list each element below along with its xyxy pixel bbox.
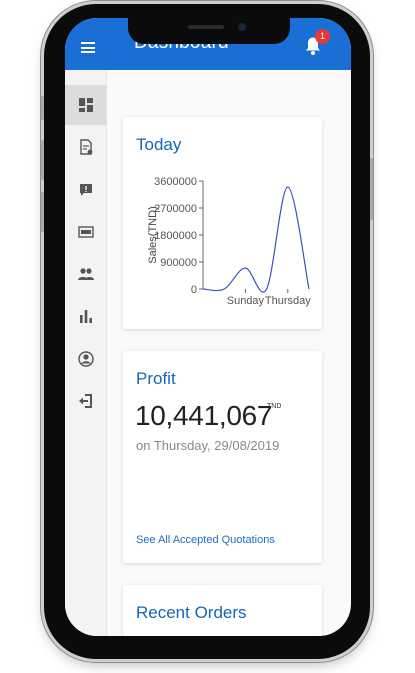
recent-orders-title: Recent Orders	[136, 603, 247, 622]
y-tick-label: 1800000	[154, 230, 197, 242]
phone-side-button	[41, 96, 44, 120]
see-all-accepted-quotations-link[interactable]: See All Accepted Quotations	[136, 534, 275, 546]
sold-icon	[77, 226, 94, 238]
phone-volume-down-button	[41, 192, 44, 232]
x-tick-label: Thursday	[265, 295, 311, 307]
account-icon	[77, 351, 94, 367]
notification-badge: 1	[315, 29, 330, 44]
sidebar	[65, 70, 107, 636]
menu-icon[interactable]	[81, 42, 95, 53]
profit-value: 10,441,067	[135, 400, 273, 431]
today-card: Today 0 900000 1800000 2700000 3600000 Sales(…	[123, 117, 322, 329]
bar-chart-icon	[79, 310, 92, 323]
today-card-title: Today	[136, 135, 182, 154]
dashboard-icon	[78, 98, 93, 112]
phone-notch	[128, 18, 290, 44]
profit-card: Profit 10,441,067 TND on Thursday, 29/08…	[123, 351, 322, 563]
sidebar-item-dashboard[interactable]	[65, 85, 106, 125]
x-tick-label: Sunday	[227, 295, 265, 307]
profit-currency: TND	[267, 403, 282, 410]
phone-speaker	[188, 25, 224, 29]
profit-date: on Thursday, 29/08/2019	[136, 438, 280, 453]
quotation-icon	[79, 139, 92, 155]
phone-volume-up-button	[41, 140, 44, 180]
y-tick-label: 3600000	[154, 176, 197, 188]
sidebar-item-statistics[interactable]	[65, 296, 106, 336]
y-axis-label: Sales(TND)	[147, 206, 159, 263]
feedback-icon	[79, 184, 92, 196]
phone-camera	[238, 23, 246, 31]
y-tick-label: 0	[191, 284, 197, 296]
profit-card-title: Profit	[136, 369, 176, 388]
phone-power-button	[370, 158, 373, 220]
y-tick-label: 900000	[160, 257, 197, 269]
sidebar-item-sold[interactable]	[65, 212, 106, 252]
y-tick-label: 2700000	[154, 203, 197, 215]
sidebar-item-quotations[interactable]	[65, 127, 106, 167]
sales-line-chart: 0 900000 1800000 2700000 3600000 Sales(TND) Su…	[147, 176, 311, 307]
sidebar-item-logout[interactable]	[65, 381, 106, 421]
logout-icon	[78, 394, 92, 408]
sidebar-item-feedback[interactable]	[65, 170, 106, 210]
app-screen: Dashboard 1	[65, 18, 351, 636]
sidebar-item-account[interactable]	[65, 339, 106, 379]
people-icon	[77, 268, 94, 280]
sidebar-item-customers[interactable]	[65, 254, 106, 294]
sales-series-line	[202, 186, 310, 293]
recent-orders-card: Recent Orders	[123, 585, 322, 636]
